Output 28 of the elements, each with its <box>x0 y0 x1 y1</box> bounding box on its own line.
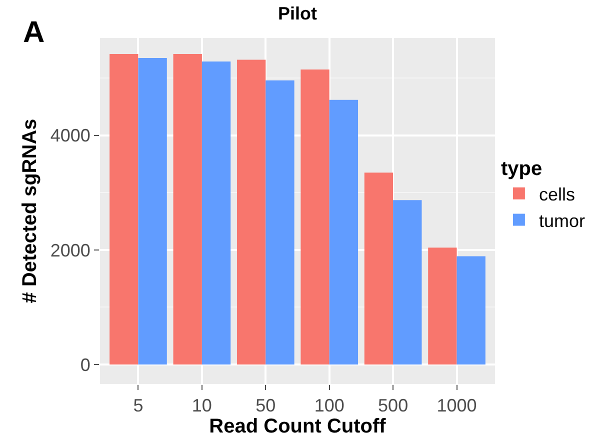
y-tick-label: 0 <box>80 354 90 375</box>
x-axis-title: Read Count Cutoff <box>209 416 386 438</box>
bar <box>110 54 138 365</box>
bar <box>329 100 358 365</box>
x-tick-label: 1000 <box>436 396 477 416</box>
bar <box>364 172 394 365</box>
y-axis-title: # Detected sgRNAs <box>18 118 41 304</box>
x-tick-label: 50 <box>256 396 276 416</box>
x-tick-label: 100 <box>314 396 344 416</box>
bar <box>138 58 167 365</box>
y-tick-label: 2000 <box>50 240 90 260</box>
x-tick-label: 5 <box>133 396 144 416</box>
bar <box>173 54 202 365</box>
y-tick-label: 4000 <box>50 126 90 146</box>
chart-title: Pilot <box>278 3 318 24</box>
bar <box>428 248 457 365</box>
bar <box>202 61 231 365</box>
bar <box>236 60 266 365</box>
legend-title: type <box>500 158 542 180</box>
bar <box>393 200 422 365</box>
legend-label: cells <box>538 184 575 204</box>
legend-label: tumor <box>538 210 585 231</box>
bar <box>300 70 330 365</box>
bar <box>456 256 486 365</box>
x-tick-label: 10 <box>192 396 212 416</box>
text: A <box>23 16 45 49</box>
bar <box>266 80 294 365</box>
x-tick-label: 500 <box>378 396 408 416</box>
